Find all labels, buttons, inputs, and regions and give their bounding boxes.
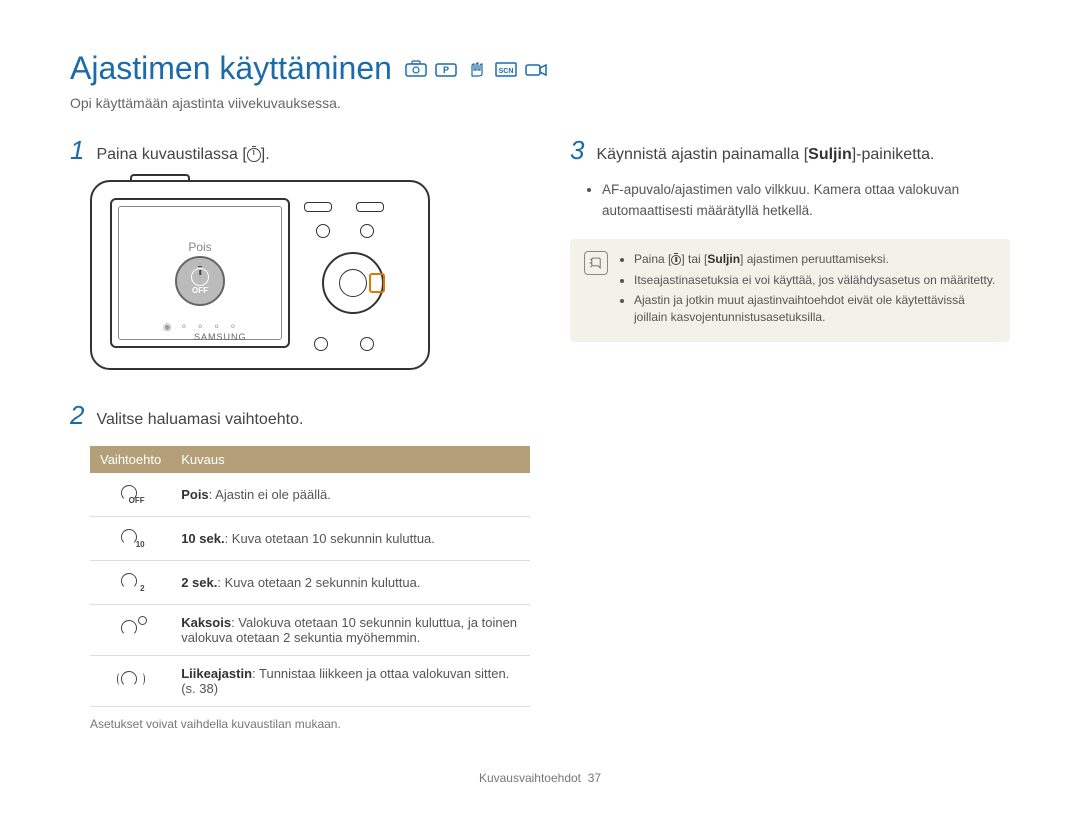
table-row: Liikeajastin: Tunnistaa liikkeen ja otta… — [90, 655, 530, 706]
table-row: Kaksois: Valokuva otetaan 10 sekunnin ku… — [90, 604, 530, 655]
smart-icon — [404, 60, 428, 78]
title-text: Ajastimen käyttäminen — [70, 50, 392, 87]
left-column: 1 Paina kuvaustilassa []. Pois OFF ◉⚬⚬⚬ — [70, 135, 530, 731]
video-icon — [524, 60, 548, 78]
option-desc: 2 sek.: Kuva otetaan 2 sekunnin kuluttua… — [171, 560, 530, 604]
scn-icon: SCN — [494, 60, 518, 78]
note-item: Itseajastinasetuksia ei voi käyttää, jos… — [634, 272, 996, 289]
option-desc: Kaksois: Valokuva otetaan 10 sekunnin ku… — [171, 604, 530, 655]
step-number: 2 — [70, 400, 84, 431]
dpad-right-highlight — [369, 273, 385, 293]
step-2: 2 Valitse haluamasi vaihtoehto. — [70, 400, 530, 431]
step-text: Valitse haluamasi vaihtoehto. — [96, 409, 303, 431]
table-header: Vaihtoehto — [90, 446, 171, 473]
note-item: Ajastin ja jotkin muut ajastinvaihtoehdo… — [634, 292, 996, 326]
svg-text:P: P — [443, 65, 449, 75]
p-icon: P — [434, 60, 458, 78]
table-row: 2 2 sek.: Kuva otetaan 2 sekunnin kulutt… — [90, 560, 530, 604]
note-box: Paina [] tai [Suljin] ajastimen peruutta… — [570, 239, 1010, 342]
timer-double-icon — [121, 618, 141, 638]
option-desc: Pois: Ajastin ei ole päällä. — [171, 473, 530, 517]
step-text: Paina kuvaustilassa []. — [96, 144, 269, 166]
mode-icons-row: P SCN — [404, 60, 548, 78]
bullet-item: AF-apuvalo/ajastimen valo vilkkuu. Kamer… — [602, 180, 1010, 221]
table-row: OFF Pois: Ajastin ei ole päällä. — [90, 473, 530, 517]
camera-brand: SAMSUNG — [194, 332, 247, 342]
table-footnote: Asetukset voivat vaihdella kuvaustilan m… — [90, 717, 530, 731]
right-column: 3 Käynnistä ajastin painamalla [Suljin]-… — [570, 135, 1010, 731]
page-footer: Kuvausvaihtoehdot 37 — [0, 771, 1080, 785]
timer-2-icon: 2 — [121, 571, 141, 591]
content-columns: 1 Paina kuvaustilassa []. Pois OFF ◉⚬⚬⚬ — [70, 135, 1010, 731]
table-row: 10 10 sek.: Kuva otetaan 10 sekunnin kul… — [90, 516, 530, 560]
note-item: Paina [] tai [Suljin] ajastimen peruutta… — [634, 251, 996, 268]
table-header: Kuvaus — [171, 446, 530, 473]
option-desc: Liikeajastin: Tunnistaa liikkeen ja otta… — [171, 655, 530, 706]
step3-bullets: AF-apuvalo/ajastimen valo vilkkuu. Kamer… — [588, 180, 1010, 221]
screen-label: Pois — [188, 240, 211, 254]
options-table: Vaihtoehto Kuvaus OFF Pois: Ajastin ei o… — [90, 446, 530, 707]
timer-off-icon: OFF — [121, 483, 141, 503]
timer-10-icon: 10 — [121, 527, 141, 547]
camera-illustration: Pois OFF ◉⚬⚬⚬⚬ SAMSUNG — [90, 180, 430, 380]
step-number: 3 — [570, 135, 584, 166]
timer-icon — [247, 148, 261, 162]
subtitle: Opi käyttämään ajastinta viivekuvauksess… — [70, 95, 1010, 111]
page-title: Ajastimen käyttäminen P SCN — [70, 50, 1010, 87]
svg-text:SCN: SCN — [499, 68, 514, 75]
option-desc: 10 sek.: Kuva otetaan 10 sekunnin kulutt… — [171, 516, 530, 560]
step-1: 1 Paina kuvaustilassa []. — [70, 135, 530, 166]
timer-icon — [671, 255, 681, 265]
off-circle-icon: OFF — [175, 256, 225, 306]
step-3: 3 Käynnistä ajastin painamalla [Suljin]-… — [570, 135, 1010, 166]
note-icon — [584, 251, 608, 275]
hand-icon — [464, 60, 488, 78]
note-list: Paina [] tai [Suljin] ajastimen peruutta… — [634, 251, 996, 330]
step-text: Käynnistä ajastin painamalla [Suljin]-pa… — [596, 144, 934, 166]
timer-motion-icon — [121, 669, 141, 689]
step-number: 1 — [70, 135, 84, 166]
